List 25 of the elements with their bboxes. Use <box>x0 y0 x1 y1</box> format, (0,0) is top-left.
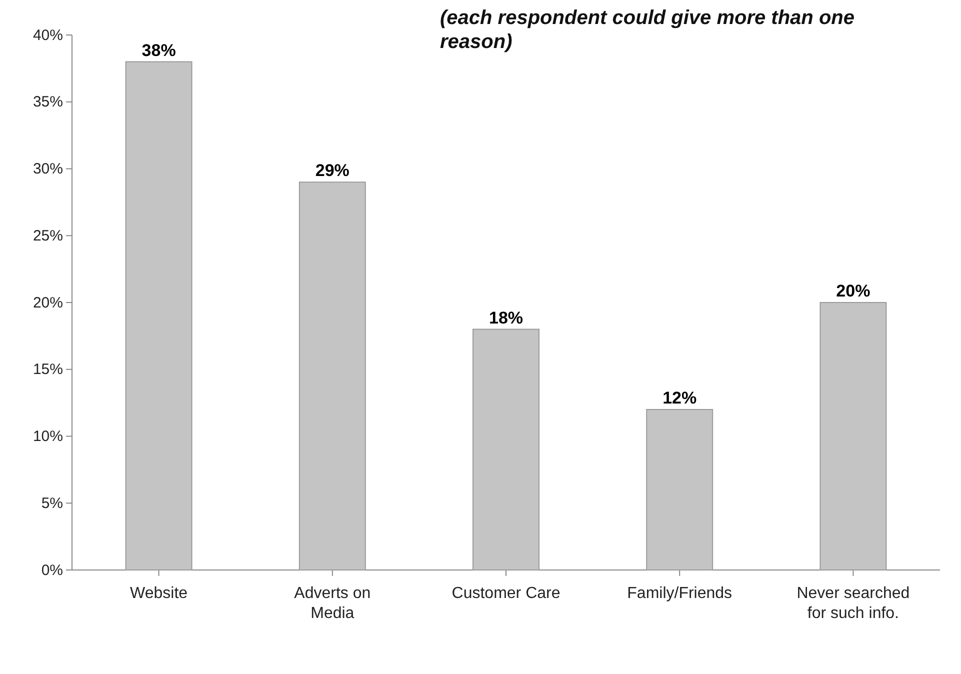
x-tick-label: Never searched for such info. <box>796 585 910 622</box>
y-tick-label: 5% <box>41 494 63 512</box>
data-label: 18% <box>488 308 524 328</box>
data-label: 38% <box>142 40 176 60</box>
x-tick-label: Family/Friends <box>627 585 732 602</box>
data-label: 12% <box>662 388 697 408</box>
bar <box>472 328 540 570</box>
y-tick-label: 25% <box>32 227 63 244</box>
bar <box>820 302 887 570</box>
bar <box>646 409 714 570</box>
data-label: 29% <box>315 161 350 180</box>
y-tick-label: 35% <box>32 94 63 111</box>
y-tick-label: 15% <box>32 361 63 378</box>
annotation: (each respondent could give more than one reason) <box>440 7 855 53</box>
y-tick-label: 20% <box>32 294 63 312</box>
y-tick-label: 30% <box>32 160 63 178</box>
bar <box>125 61 192 570</box>
x-tick-label: Adverts on Media <box>294 585 371 622</box>
x-tick-label: Customer Care <box>452 585 560 602</box>
bar <box>298 182 366 570</box>
y-tick-label: 10% <box>32 428 63 446</box>
x-tick-label: Website <box>130 585 188 602</box>
y-tick-label: 0% <box>41 562 63 579</box>
y-tick-label: 40% <box>32 26 63 44</box>
data-label: 20% <box>836 282 870 300</box>
